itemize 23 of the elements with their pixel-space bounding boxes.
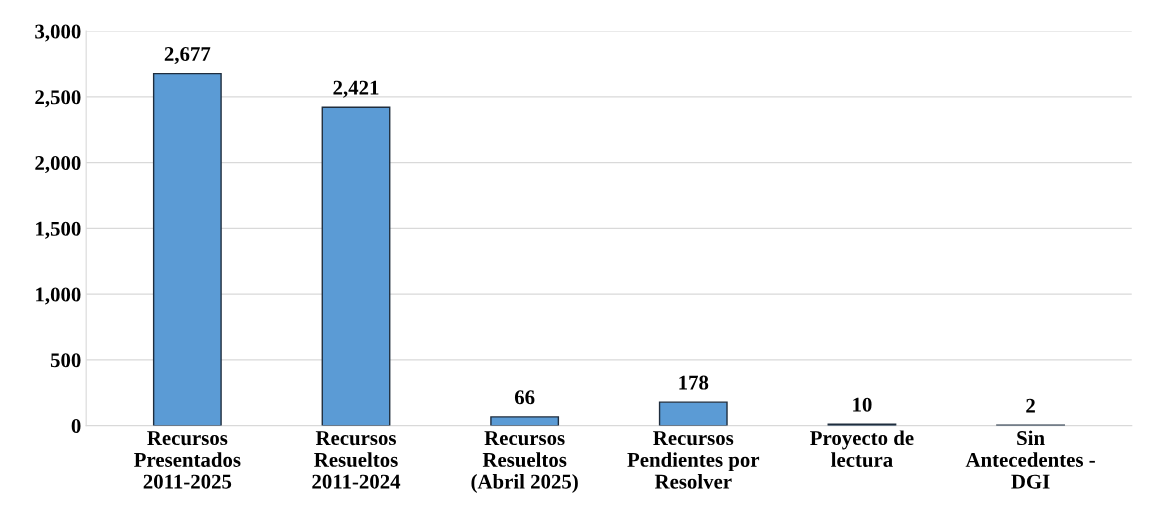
y-tick-label: 2,000 bbox=[35, 155, 81, 174]
y-tick-label: 1,000 bbox=[36, 287, 81, 305]
y-tick-label: 0 bbox=[71, 418, 81, 434]
x-tick-label: Recursos Presentados 2011-2025 bbox=[134, 431, 241, 489]
x-tick-label: Proyecto de lectura bbox=[810, 430, 914, 467]
y-tick-label: 500 bbox=[50, 353, 81, 368]
data-label: 178 bbox=[679, 375, 709, 390]
y-tick-label: 3,000 bbox=[35, 24, 81, 42]
bar bbox=[321, 106, 391, 426]
data-label: 10 bbox=[853, 397, 872, 412]
bar bbox=[152, 72, 222, 426]
bar bbox=[658, 401, 728, 426]
data-label: 2 bbox=[1026, 398, 1035, 413]
data-label: 2,677 bbox=[164, 47, 211, 65]
y-tick-label: 1,500 bbox=[36, 221, 81, 239]
bar bbox=[490, 416, 560, 426]
x-tick-label: Sin Antecedentes - DGI bbox=[965, 430, 1095, 489]
x-tick-label: Recursos Resueltos 2011-2024 bbox=[312, 431, 401, 489]
x-tick-label: Recursos Resueltos (Abril 2025) bbox=[471, 431, 578, 493]
y-tick-label: 2,500 bbox=[35, 90, 81, 108]
x-tick-label: Recursos Pendientes por Resolver bbox=[627, 431, 760, 489]
data-label: 66 bbox=[514, 390, 535, 405]
data-label: 2,421 bbox=[333, 80, 379, 98]
